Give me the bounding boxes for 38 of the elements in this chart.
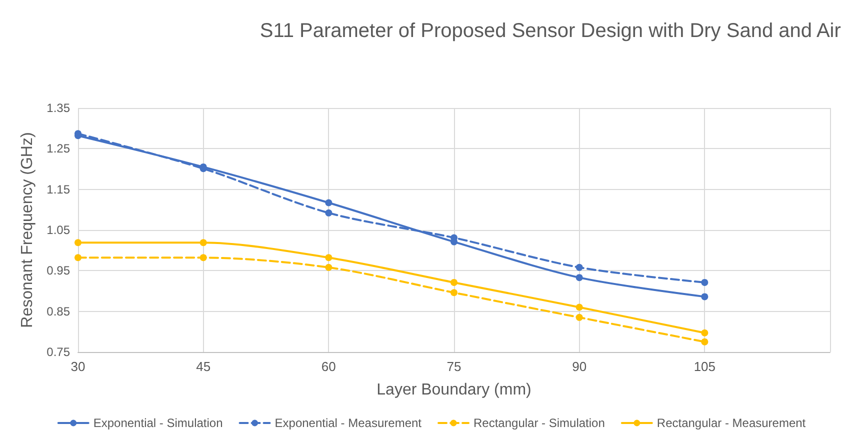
x-axis-title: Layer Boundary (mm) — [376, 382, 532, 398]
point — [74, 254, 82, 262]
point — [325, 254, 332, 262]
legend-label: Rectangular - Measurement — [656, 416, 806, 430]
y-tick-label: 1.05 — [46, 223, 70, 237]
point — [450, 278, 458, 286]
x-tick-label: 75 — [446, 359, 462, 374]
point — [200, 254, 207, 262]
point — [701, 278, 708, 286]
x-tick-label: 105 — [694, 359, 716, 374]
point — [701, 338, 708, 346]
y-tick-label: 1.25 — [46, 142, 70, 156]
y-tick-label: 1.35 — [46, 101, 70, 115]
point — [450, 289, 458, 296]
point — [576, 314, 583, 321]
chart-title: S11 Parameter of Proposed Sensor Design with Dry Sand and Air — [260, 20, 842, 42]
point — [325, 199, 332, 206]
point — [576, 304, 583, 311]
point — [576, 274, 583, 282]
point — [701, 293, 708, 300]
legend-label: Rectangular - Simulation — [474, 416, 605, 430]
point — [576, 264, 583, 271]
point — [701, 329, 708, 336]
y-tick-label: 0.75 — [46, 345, 70, 359]
point — [325, 264, 332, 271]
x-tick-label: 45 — [196, 359, 211, 374]
legend-label: Exponential - Measurement — [274, 416, 422, 430]
y-axis-title: Resonant Frequency (GHz) — [19, 132, 36, 328]
y-tick-label: 0.85 — [46, 304, 70, 318]
x-tick-label: 30 — [70, 359, 86, 374]
point — [74, 239, 82, 246]
y-tick-label: 1.15 — [46, 182, 70, 196]
point — [200, 239, 207, 246]
legend-label: Exponential - Simulation — [93, 416, 223, 430]
x-tick-label: 60 — [321, 359, 336, 374]
point — [325, 209, 332, 216]
y-tick-label: 0.95 — [46, 264, 70, 278]
x-tick-label: 90 — [572, 359, 587, 374]
